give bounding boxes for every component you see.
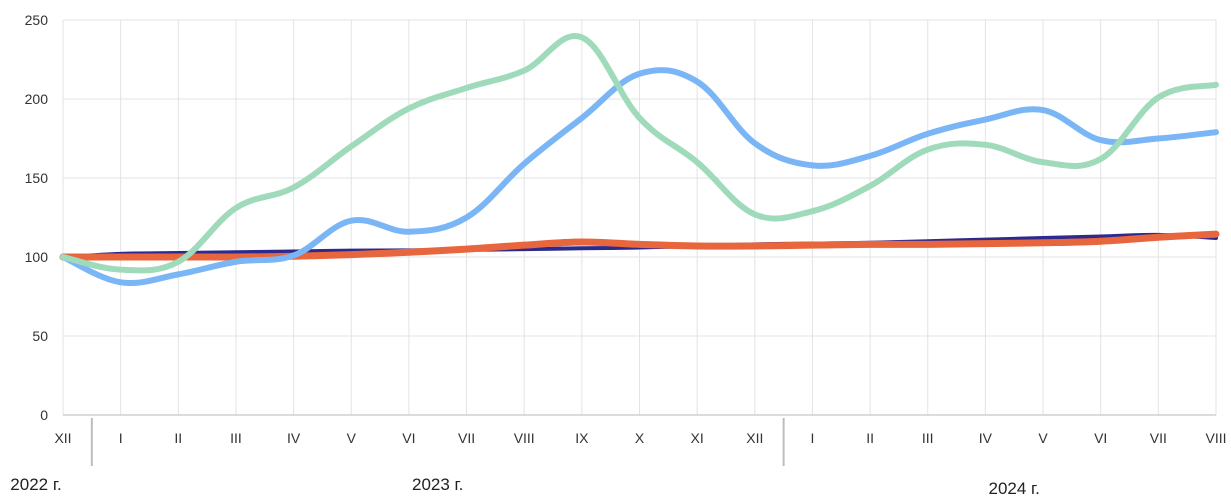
- x-tick-label: II: [174, 430, 182, 446]
- y-tick-label: 150: [25, 170, 49, 186]
- y-tick-label: 50: [32, 328, 48, 344]
- x-tick-label: V: [1038, 430, 1048, 446]
- year-label: 2023 г.: [412, 475, 463, 494]
- x-tick-label: IV: [979, 430, 993, 446]
- x-tick-label: IX: [575, 430, 589, 446]
- year-groups: 2022 г. 2023 г. 2024 г.: [10, 418, 1040, 498]
- x-tick-label: VIII: [514, 430, 535, 446]
- x-tick-label: IV: [287, 430, 301, 446]
- y-tick-label: 250: [25, 12, 49, 28]
- x-tick-label: III: [230, 430, 242, 446]
- x-axis-ticks: XII I II III IV V VI VII VIII IX X XI XII I II III IV V VI…: [54, 430, 1226, 446]
- x-tick-label: V: [347, 430, 357, 446]
- series-lines: [59, 33, 1220, 286]
- x-tick-label: I: [119, 430, 123, 446]
- y-axis-ticks: 0 50 100 150 200 250: [25, 12, 49, 423]
- x-tick-label: III: [922, 430, 934, 446]
- x-tick-label: XII: [746, 430, 763, 446]
- y-tick-label: 100: [25, 249, 49, 265]
- x-tick-label: II: [866, 430, 874, 446]
- x-tick-label: VII: [458, 430, 475, 446]
- x-tick-label: X: [635, 430, 645, 446]
- year-label: 2022 г.: [10, 475, 61, 494]
- x-tick-label: VII: [1150, 430, 1167, 446]
- grid-lines: [62, 19, 1217, 415]
- x-tick-label: VI: [402, 430, 415, 446]
- x-tick-label: VI: [1094, 430, 1107, 446]
- series-line-3: [60, 67, 1219, 286]
- y-tick-label: 0: [40, 407, 48, 423]
- y-tick-label: 200: [25, 91, 49, 107]
- x-tick-label: VIII: [1205, 430, 1226, 446]
- x-tick-label: XI: [691, 430, 704, 446]
- series-line-4: [60, 33, 1219, 274]
- x-tick-label: I: [811, 430, 815, 446]
- year-label: 2024 г.: [989, 479, 1040, 498]
- series-line-2: [59, 230, 1220, 261]
- x-tick-label: XII: [54, 430, 71, 446]
